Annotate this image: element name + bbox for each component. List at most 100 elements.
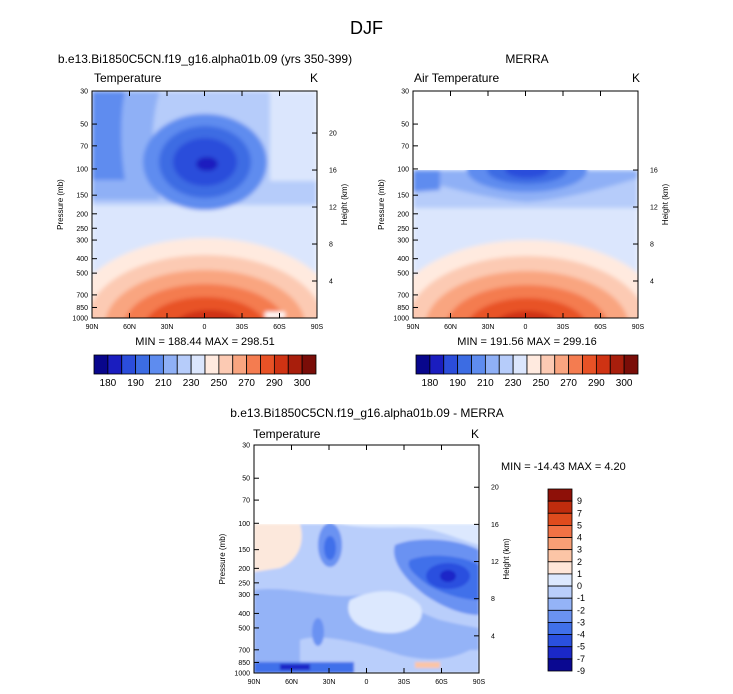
- panel2-xtick-label: 60N: [444, 324, 457, 331]
- colorbar-swatch: [547, 634, 573, 648]
- panel2-xtick-label: 90S: [632, 324, 645, 331]
- panel1-band-290: [147, 297, 263, 318]
- panel1-xtick-label: 90S: [311, 324, 324, 331]
- colorbar-swatch: [287, 354, 303, 375]
- panel1-htick-label: 8: [329, 242, 333, 249]
- colorbar-label: 230: [183, 378, 200, 389]
- panel3-ytick-label: 700: [238, 647, 250, 654]
- panel1-plot: 90N 60N 30N 0 30S 60S 90S 30 50 70 100 150 200 250 300…: [56, 89, 349, 332]
- panel3-ytick-label: 300: [238, 592, 250, 599]
- colorbar-swatch: [554, 354, 570, 375]
- colorbar-swatch: [93, 354, 109, 375]
- colorbar-label: 3: [577, 545, 582, 555]
- colorbar-swatch: [162, 354, 178, 375]
- colorbar-label: 270: [560, 378, 577, 389]
- colorbar-label: -4: [577, 630, 585, 640]
- colorbar-swatch: [526, 354, 542, 375]
- colorbar-swatch: [457, 354, 472, 375]
- colorbar-swatch: [547, 622, 573, 636]
- panel3-band-m7: [440, 570, 456, 582]
- colorbar-label: 9: [577, 496, 582, 506]
- panel1-ytick-label: 850: [76, 305, 88, 312]
- colorbar-label: 180: [100, 378, 117, 389]
- panel2-band-290: [470, 298, 584, 318]
- panel2-ytick-label: 400: [397, 256, 409, 263]
- panel3-xtick-label: 0: [365, 679, 369, 686]
- colorbar-label: 190: [449, 378, 466, 389]
- panel1-xtick-label: 60N: [123, 324, 136, 331]
- panel1-variable-label: Temperature: [94, 71, 162, 85]
- panel3-variable-label: Temperature: [253, 427, 321, 441]
- panel1-unit-label: K: [310, 71, 319, 85]
- panel2-band-295: [499, 311, 555, 318]
- colorbar-swatch: [429, 354, 445, 375]
- panel3-htick-label: 16: [491, 522, 499, 529]
- panel1-xtick-label: 30N: [161, 324, 174, 331]
- panel2-minmax: MIN = 191.56 MAX = 299.16: [457, 336, 597, 348]
- panel1-y2label: Height (km): [340, 183, 349, 225]
- panel2-variable-label: Air Temperature: [414, 71, 500, 85]
- colorbar-label: -3: [577, 617, 585, 627]
- panel1-htick-label: 16: [329, 168, 337, 175]
- panel2-ytick-label: 70: [401, 143, 409, 150]
- colorbar-swatch: [582, 354, 597, 375]
- colorbar-swatch: [547, 549, 573, 563]
- colorbar-swatch: [135, 354, 150, 375]
- panel2-ytick-label: 150: [397, 193, 409, 200]
- panel1-xtick-label: 90N: [86, 324, 99, 331]
- panel1-htick-label: 12: [329, 205, 337, 212]
- panel3-ytick-label: 500: [238, 625, 250, 632]
- panel3-minmax: MIN = -14.43 MAX = 4.20: [501, 461, 626, 473]
- panel2-colorbar: 180 190 210 230 250 270 290 300: [415, 354, 639, 389]
- main-title: DJF: [350, 18, 383, 38]
- panel1-ytick-label: 100: [76, 166, 88, 173]
- panel3-ytick-label: 850: [238, 660, 250, 667]
- panel3-ytick-label: 1000: [234, 671, 250, 678]
- colorbar-swatch: [301, 354, 317, 375]
- colorbar-swatch: [484, 354, 500, 375]
- panel1-band-gap: [265, 312, 285, 318]
- panel1-ytick-label: 30: [80, 89, 88, 96]
- panel1-ytick-label: 500: [76, 271, 88, 278]
- colorbar-swatch: [498, 354, 514, 375]
- panel1-ytick-label: 250: [76, 226, 88, 233]
- panel2-plot: 90N 60N 30N 0 30S 60S 90S 30 50 70 100 150 200 250 300…: [377, 89, 670, 332]
- panel2-xtick-label: 30N: [482, 324, 495, 331]
- panel3-band-zero-top: [340, 524, 479, 545]
- panel3-band-surface2: [280, 664, 310, 670]
- panel3-ylabel: Pressure (mb): [218, 533, 227, 584]
- colorbar-swatch: [218, 354, 234, 375]
- panel1-ytick-label: 300: [76, 238, 88, 245]
- panel2-htick-label: 4: [650, 279, 654, 286]
- panel2-htick-label: 8: [650, 242, 654, 249]
- colorbar-swatch: [232, 354, 248, 375]
- colorbar-swatch: [190, 354, 206, 375]
- panel3-band-m4-n: [324, 536, 336, 560]
- colorbar-label: 5: [577, 520, 582, 530]
- panel3-ytick-label: 100: [238, 521, 250, 528]
- panel1-ytick-label: 150: [76, 193, 88, 200]
- panel3-ytick-label: 250: [238, 580, 250, 587]
- colorbar-swatch: [595, 354, 611, 375]
- panel3-xtick-label: 60S: [435, 679, 448, 686]
- colorbar-swatch: [547, 597, 573, 611]
- panel3-htick-label: 12: [491, 559, 499, 566]
- panel3-colorbar: 9 7 5 4 3 2 1 0 -1 -2 -3 -4 -5 -7 -9: [547, 488, 585, 676]
- panel3-xtick-label: 30S: [398, 679, 411, 686]
- panel2-ylabel: Pressure (mb): [377, 179, 386, 230]
- panel1-xtick-label: 60S: [273, 324, 286, 331]
- colorbar-label: -1: [577, 593, 585, 603]
- panel3-ytick-label: 200: [238, 566, 250, 573]
- panel1-ytick-label: 200: [76, 211, 88, 218]
- colorbar-label: -5: [577, 642, 585, 652]
- panel2-ytick-label: 1000: [393, 316, 409, 323]
- colorbar-swatch: [260, 354, 275, 375]
- colorbar-label: 180: [422, 378, 439, 389]
- colorbar-swatch: [547, 512, 573, 526]
- panel2-ytick-label: 200: [397, 211, 409, 218]
- colorbar-swatch: [547, 609, 573, 623]
- colorbar-label: -9: [577, 666, 585, 676]
- panel3-band-m3-low: [312, 618, 324, 646]
- colorbar-swatch: [623, 354, 639, 375]
